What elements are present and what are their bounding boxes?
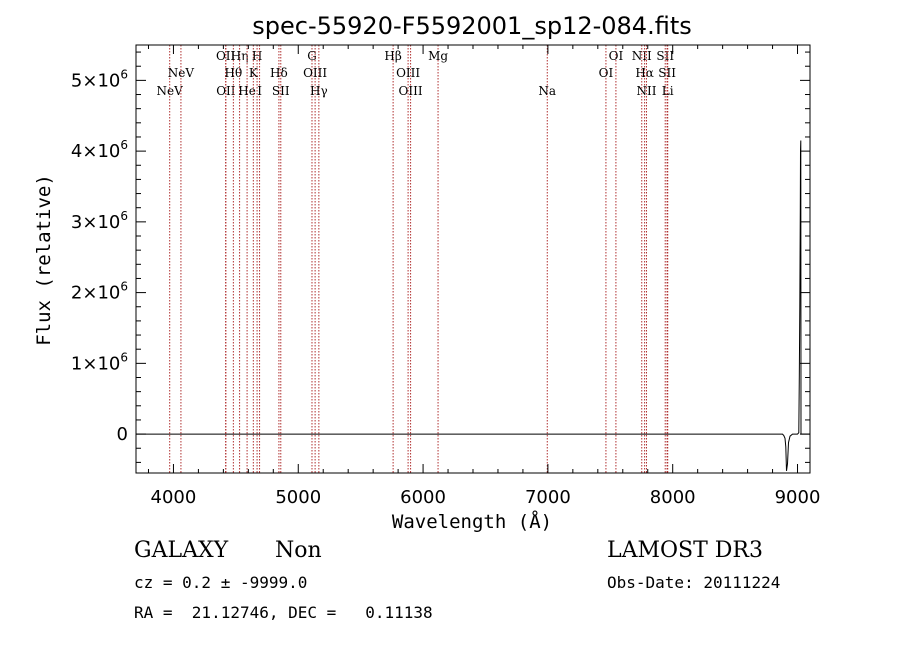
spectral-line-label-11: SII [272,84,290,98]
spectral-lines-layer: NeV NeV OII OII Hθ Hη He KH I Hδ SII G OIII Hγ Hβ OIII O… [157,45,676,473]
spectral-line-label-16: OIII [396,66,420,80]
spectral-line-label-14: Hγ [310,84,328,98]
spectral-line-label-3: OII [216,84,236,98]
object-class: GALAXY [134,538,229,563]
x-axis: 4000 5000 6000 7000 8000 9000 [147,45,821,508]
x-tick-label-0: 4000 [151,487,197,508]
spectral-line-label-1: NeV [168,66,195,80]
object-subclass: Non [275,538,322,563]
plot-frame [135,44,811,474]
redshift-value: cz = 0.2 ± -9999.0 [134,573,308,592]
spectral-line-label-0: NeV [157,84,184,98]
spectral-line-label-2: OII [216,49,236,63]
observation-date: Obs-Date: 20111224 [607,573,781,592]
spectral-line-label-27: Li [662,84,674,98]
y-axis: 0 1×106 2×106 3×106 4×106 5×106 [71,51,810,463]
spectral-line-label-20: OI [599,66,614,80]
spectral-line-label-23: Hα [635,66,654,80]
chart-title: spec-55920-F5592001_sp12-084.fits [252,12,691,40]
spectral-line-label-7: K [249,66,259,80]
spectral-line-label-25: SII [656,49,674,63]
spectral-line-label-15: Hβ [384,49,401,63]
y-tick-label-2: 2×106 [71,280,128,304]
spectral-line-label-8: H [252,49,262,63]
y-axis-label: Flux (relative) [33,174,55,346]
survey-name: LAMOST DR3 [607,538,763,563]
spectral-line-label-4: Hθ [225,66,243,80]
spectral-line-label-22: NII [632,49,652,63]
spectral-line-label-21: OI [609,49,624,63]
x-tick-label-1: 5000 [275,487,321,508]
spectral-line-label-13: OIII [303,66,327,80]
y-tick-label-3: 3×106 [71,209,128,233]
spectral-line-label-5: Hη [231,49,249,63]
coordinates: RA = 21.12746, DEC = 0.11138 [134,603,433,622]
series-layer [136,140,810,471]
x-tick-label-3: 7000 [525,487,571,508]
spectral-line-label-6: He [238,84,256,98]
spectral-line-label-9: I [257,84,262,98]
x-axis-label: Wavelength (Å) [392,510,552,533]
y-tick-label-5: 5×106 [71,67,128,91]
spectral-line-label-18: Mg [428,49,448,63]
series-line-0 [136,140,810,471]
spectral-line-label-17: OIII [399,84,423,98]
spectral-line-label-12: G [307,49,317,63]
x-tick-label-2: 6000 [400,487,446,508]
spectral-line-label-24: NII [637,84,657,98]
spectral-line-label-10: Hδ [270,66,288,80]
y-tick-label-0: 0 [117,424,128,445]
y-tick-label-4: 4×106 [71,138,128,162]
y-tick-label-1: 1×106 [71,350,128,374]
x-tick-label-4: 8000 [650,487,696,508]
x-tick-label-5: 9000 [775,487,821,508]
spectral-line-label-19: Na [538,84,556,98]
